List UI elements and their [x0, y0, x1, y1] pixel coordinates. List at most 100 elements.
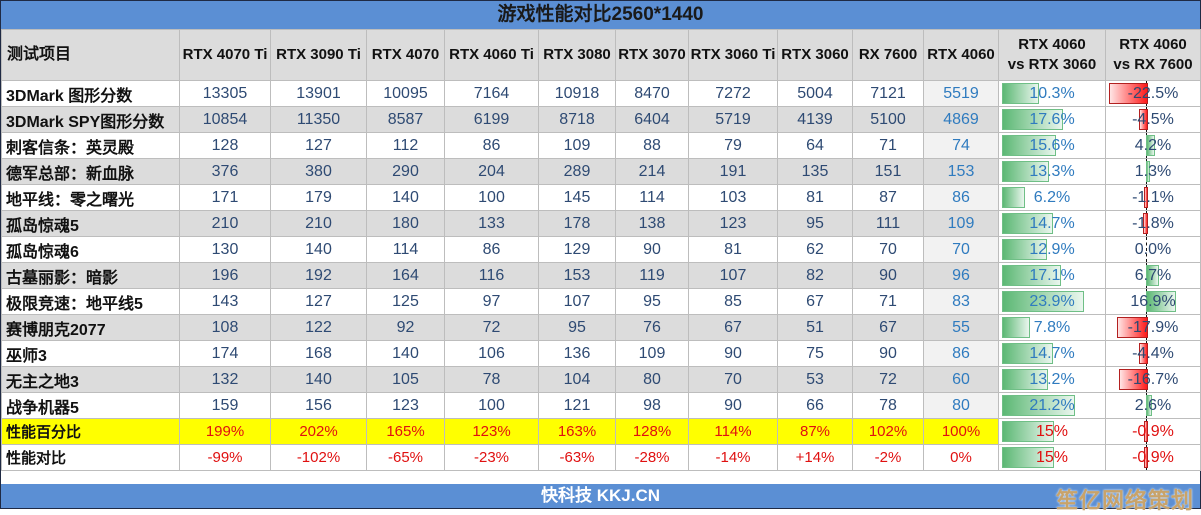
compare-3060-value: 13.2% — [1029, 370, 1075, 388]
cell-value: 13305 — [179, 80, 271, 107]
compare-7600-cell: -0.9% — [1105, 418, 1201, 445]
positive-databar — [1146, 135, 1155, 156]
cell-value: 75 — [777, 340, 853, 367]
cell-value: 122 — [270, 314, 367, 341]
cell-value: 102% — [852, 418, 924, 445]
cell-value: 100 — [444, 392, 539, 419]
table-row: 德军总部：新血脉 376 380 290 204 289 214 191 135 151 153 13… — [1, 158, 1201, 185]
compare-7600-value: 16.9% — [1130, 292, 1176, 310]
cell-value: 376 — [179, 158, 271, 185]
cell-value: 67 — [777, 288, 853, 315]
compare-3060-cell: 17.1% — [998, 262, 1106, 289]
compare-7600-value: -22.5% — [1127, 84, 1179, 102]
cell-value: 163% — [538, 418, 616, 445]
cell-value: 95 — [538, 314, 616, 341]
compare-3060-cell: 14.7% — [998, 340, 1106, 367]
cell-value: 105 — [366, 366, 445, 393]
cell-value: 6199 — [444, 106, 539, 133]
compare-3060-cell: 13.3% — [998, 158, 1106, 185]
compare-3060-cell: 15% — [998, 444, 1106, 471]
cell-value: 55 — [923, 314, 999, 341]
table-row: 性能对比 -99% -102% -65% -23% -63% -28% -14% +14% -2%… — [1, 444, 1201, 471]
row-label: 性能对比 — [1, 444, 180, 471]
table-row: 3DMark 图形分数 13305 13901 10095 7164 10918 8470 7… — [1, 80, 1201, 107]
cell-value: 380 — [270, 158, 367, 185]
compare-7600-value: -1.1% — [1132, 188, 1174, 206]
table-row: 战争机器5 159 156 123 100 121 98 90 66 78 80 21.2% 2.6% — [1, 392, 1201, 419]
cell-value: 72 — [444, 314, 539, 341]
cell-value: 204 — [444, 158, 539, 185]
cell-value: 129 — [538, 236, 616, 263]
table-row: 赛博朋克2077 108 122 92 72 95 76 67 51 67 55 7.8% -17.9% — [1, 314, 1201, 341]
compare-3060-cell: 15.6% — [998, 132, 1106, 159]
compare-7600-cell: -17.9% — [1105, 314, 1201, 341]
compare-3060-value: 21.2% — [1029, 396, 1075, 414]
cell-value: 78 — [444, 366, 539, 393]
compare-3060-cell: 13.2% — [998, 366, 1106, 393]
row-label: 刺客信条：英灵殿 — [1, 132, 180, 159]
compare-3060-value: 15% — [1035, 448, 1069, 466]
cell-value: 60 — [923, 366, 999, 393]
positive-databar — [1002, 187, 1025, 208]
cell-value: 82 — [777, 262, 853, 289]
compare-3060-cell: 14.7% — [998, 210, 1106, 237]
cell-value: 10918 — [538, 80, 616, 107]
table-row: 刺客信条：英灵殿 128 127 112 86 109 88 79 64 71 74 15.6% 4.2… — [1, 132, 1201, 159]
compare-3060-value: 6.2% — [1033, 188, 1071, 206]
compare-7600-cell: -1.1% — [1105, 184, 1201, 211]
compare-7600-cell: -0.9% — [1105, 444, 1201, 471]
cell-value: 97 — [444, 288, 539, 315]
cell-value: 86 — [923, 340, 999, 367]
compare-3060-cell: 15% — [998, 418, 1106, 445]
header-gpu: RTX 3060 Ti — [688, 29, 778, 81]
cell-value: 106 — [444, 340, 539, 367]
cell-value: 7164 — [444, 80, 539, 107]
positive-databar — [1002, 291, 1085, 312]
cell-value: 81 — [688, 236, 778, 263]
negative-databar — [1144, 421, 1148, 442]
header-test-item: 测试项目 — [1, 29, 180, 81]
cell-value: 202% — [270, 418, 367, 445]
cell-value: 70 — [852, 236, 924, 263]
table-row: 地平线：零之曙光 171 179 140 100 145 114 103 81 87 86 6.2% -… — [1, 184, 1201, 211]
compare-7600-cell: 1.3% — [1105, 158, 1201, 185]
cell-value: 71 — [852, 132, 924, 159]
compare-7600-cell: -16.7% — [1105, 366, 1201, 393]
table-row: 古墓丽影：暗影 196 192 164 116 153 119 107 82 90 96 17.1% 6… — [1, 262, 1201, 289]
cell-value: 192 — [270, 262, 367, 289]
cell-value: 127 — [270, 288, 367, 315]
cell-value: 127 — [270, 132, 367, 159]
positive-databar — [1146, 395, 1153, 416]
negative-databar — [1116, 317, 1148, 338]
cell-value: 153 — [923, 158, 999, 185]
compare-7600-cell: 2.6% — [1105, 392, 1201, 419]
table-row: 孤岛惊魂6 130 140 114 86 129 90 81 62 70 70 12.9% 0.0% — [1, 236, 1201, 263]
cell-value: -65% — [366, 444, 445, 471]
cell-value: 290 — [366, 158, 445, 185]
cell-value: 128% — [615, 418, 689, 445]
cell-value: 0% — [923, 444, 999, 471]
negative-databar — [1109, 83, 1148, 104]
cell-value: 70 — [923, 236, 999, 263]
compare-7600-value: 6.7% — [1134, 266, 1172, 284]
row-label: 孤岛惊魂6 — [1, 236, 180, 263]
cell-value: 107 — [538, 288, 616, 315]
cell-value: 121 — [538, 392, 616, 419]
cell-value: 62 — [777, 236, 853, 263]
compare-7600-cell: -4.5% — [1105, 106, 1201, 133]
cell-value: 92 — [366, 314, 445, 341]
cell-value: 85 — [688, 288, 778, 315]
header-gpu: RTX 4070 — [366, 29, 445, 81]
cell-value: 76 — [615, 314, 689, 341]
cell-value: 130 — [179, 236, 271, 263]
cell-value: 70 — [688, 366, 778, 393]
compare-7600-value: -1.8% — [1132, 214, 1174, 232]
cell-value: 95 — [777, 210, 853, 237]
row-label: 极限竞速：地平线5 — [1, 288, 180, 315]
cell-value: 196 — [179, 262, 271, 289]
cell-value: 95 — [615, 288, 689, 315]
cell-value: 90 — [852, 340, 924, 367]
cell-value: 72 — [852, 366, 924, 393]
compare-3060-value: 15.6% — [1029, 136, 1075, 154]
cell-value: 109 — [538, 132, 616, 159]
